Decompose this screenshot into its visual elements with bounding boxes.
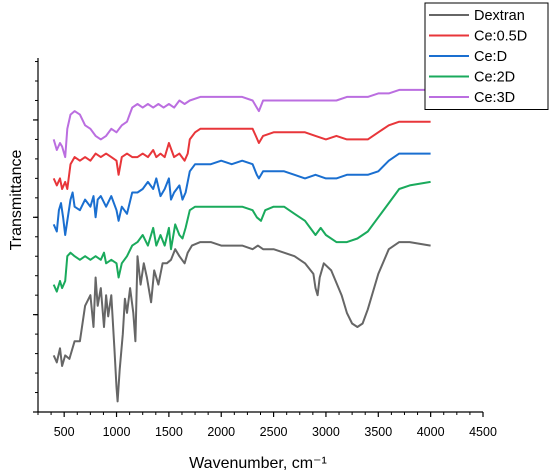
series-line-ce-0-5d: [52, 120, 431, 190]
x-axis-label: Wavenumber, cm⁻¹: [189, 455, 327, 472]
x-tick-label: 2000: [207, 425, 235, 439]
series-line-dextran: [52, 241, 431, 403]
legend-label: Ce:3D: [474, 90, 515, 106]
x-tick-label: 500: [54, 425, 75, 439]
series-line-ce-2d: [52, 180, 431, 293]
x-tick-label: 4000: [417, 425, 445, 439]
legend-label: Ce:0.5D: [474, 29, 527, 45]
plot-area: [52, 88, 431, 403]
x-tick-label: 4500: [469, 425, 497, 439]
legend-label: Ce:D: [474, 49, 507, 65]
x-tick-label: 3000: [312, 425, 340, 439]
series-line-ce-3d: [52, 88, 431, 159]
series-line-ce-d: [52, 152, 431, 236]
x-tick-label: 2500: [260, 425, 288, 439]
legend: Dextran Ce:0.5D Ce:D Ce:2D Ce:3D: [424, 2, 549, 110]
x-tick-label: 1000: [103, 425, 131, 439]
axes: 500 1000 1500 2000 2500 3000 3500 4000 4500: [33, 58, 497, 439]
x-tick-label: 1500: [155, 425, 183, 439]
x-tick-label: 3500: [364, 425, 392, 439]
legend-label: Ce:2D: [474, 70, 515, 86]
y-axis-label: Transmittance: [8, 150, 25, 251]
legend-label: Dextran: [474, 8, 525, 24]
